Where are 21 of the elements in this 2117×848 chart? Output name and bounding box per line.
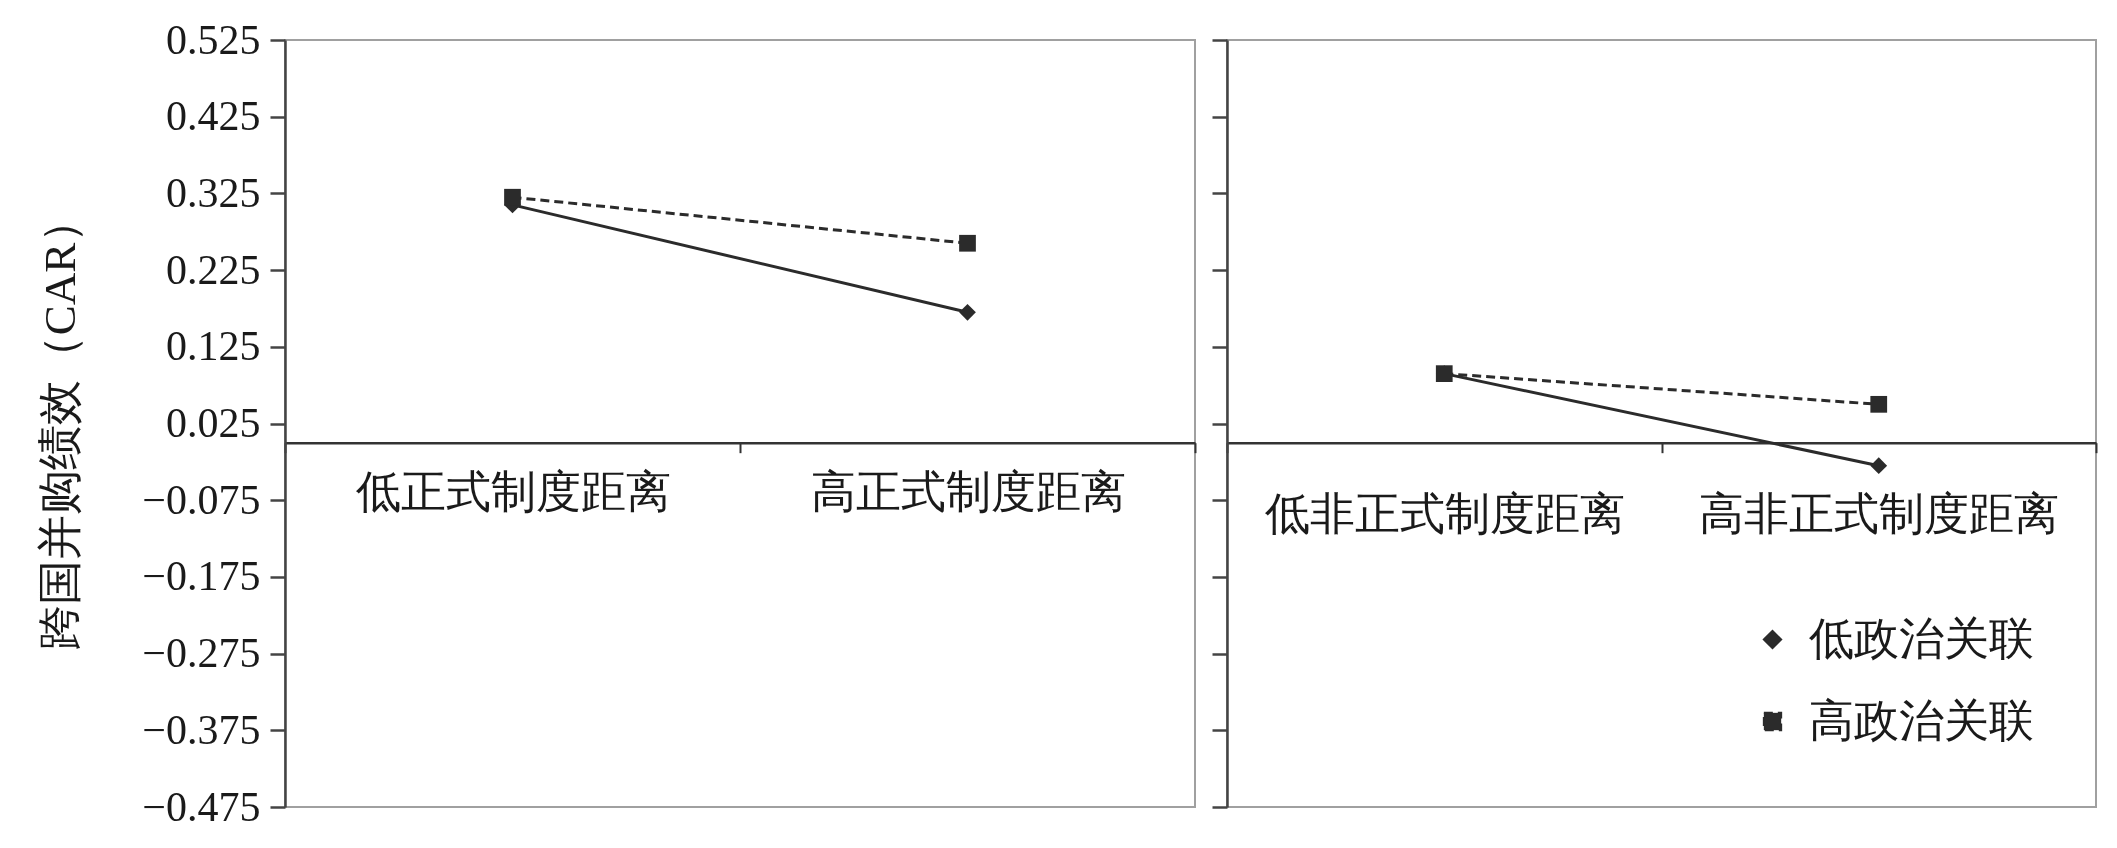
x-tick-label: 低正式制度距离 [355,467,671,518]
x-tick-label: 高正式制度距离 [810,467,1126,518]
y-tick-label: −0.275 [142,630,261,677]
legend-label: 高政治关联 [1809,695,2034,746]
point [959,234,976,252]
y-tick-label: −0.175 [142,553,261,600]
point [504,188,521,206]
legend-label: 低政治关联 [1809,613,2034,664]
y-tick-label: 0.125 [166,323,261,370]
y-tick-label: 0.225 [166,246,261,293]
y-tick-label: 0.325 [166,169,261,216]
y-axis-title: 跨国并购绩效（CAR） [35,197,86,651]
y-tick-label: −0.375 [142,706,261,753]
y-tick-label: 0.025 [166,400,261,446]
x-tick-label: 低非正式制度距离 [1264,489,1625,540]
x-tick-label: 高非正式制度距离 [1699,489,2060,540]
point [959,303,976,321]
y-tick-label: 0.425 [166,93,261,140]
y-tick-label: −0.075 [142,476,261,523]
y-tick-label: 0.525 [166,16,261,63]
y-tick-label: −0.475 [142,783,261,830]
